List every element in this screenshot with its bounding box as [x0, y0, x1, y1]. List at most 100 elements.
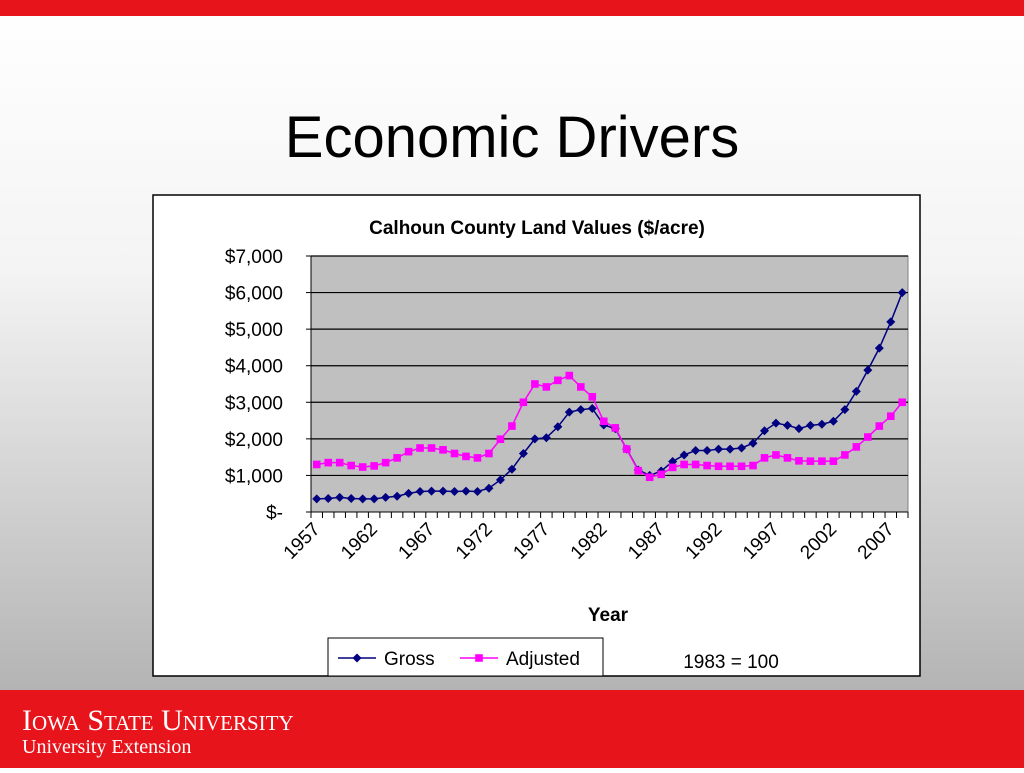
legend-marker [475, 654, 483, 662]
data-point [782, 420, 792, 430]
data-point [404, 488, 414, 498]
data-point [393, 454, 401, 462]
data-point [680, 460, 688, 469]
footer-unit: University Extension [22, 736, 191, 758]
data-point [484, 483, 494, 493]
series-line [316, 292, 903, 500]
data-point [805, 420, 815, 430]
data-point [897, 288, 907, 298]
y-tick-label: $4,000 [225, 357, 283, 378]
data-point [634, 466, 643, 475]
data-point [840, 405, 850, 415]
chart-title: Calhoun County Land Values ($/acre) [369, 218, 705, 239]
data-point [553, 422, 563, 432]
top-band [0, 0, 1024, 16]
data-point [381, 492, 391, 502]
data-point [564, 407, 574, 417]
data-point [369, 494, 379, 504]
data-point [691, 460, 700, 469]
data-point [726, 462, 734, 471]
data-point [749, 461, 757, 470]
data-point [587, 404, 597, 414]
data-point [565, 371, 574, 380]
data-point [450, 487, 460, 497]
data-point [312, 460, 321, 469]
data-point [611, 424, 620, 432]
data-point [347, 461, 355, 470]
data-point [530, 434, 540, 444]
y-tick-label: $- [266, 503, 283, 524]
data-point [795, 457, 803, 465]
data-point [783, 454, 792, 462]
data-point [404, 447, 413, 456]
y-tick-label: $7,000 [225, 247, 283, 268]
data-point [817, 419, 827, 429]
annotation: 1983 = 100 [683, 652, 779, 673]
x-axis-title: Year [588, 605, 629, 626]
footer-band [0, 690, 1024, 768]
data-point [829, 457, 838, 465]
data-point [312, 494, 322, 504]
y-tick-label: $3,000 [225, 393, 283, 414]
data-point [370, 462, 378, 470]
data-point [576, 383, 585, 391]
data-point [450, 449, 459, 458]
data-point [508, 422, 516, 430]
data-point [645, 473, 654, 482]
data-point [358, 463, 367, 471]
data-point [495, 475, 505, 485]
data-point [771, 418, 781, 428]
data-point [485, 449, 493, 458]
data-point [576, 405, 586, 415]
data-point [828, 416, 838, 426]
legend-marker [352, 653, 362, 663]
slide-title: Economic Drivers [285, 105, 739, 170]
data-point [898, 398, 907, 407]
data-point [622, 445, 631, 453]
data-point [518, 448, 528, 458]
data-point [714, 462, 723, 471]
footer-name: Iowa State University [22, 704, 294, 737]
data-point [806, 457, 815, 465]
data-point [679, 450, 689, 460]
data-point [737, 462, 746, 471]
legend-label: Gross [384, 649, 435, 670]
data-point [472, 487, 482, 497]
data-point [875, 422, 884, 430]
data-point [461, 486, 471, 496]
data-point [874, 343, 884, 353]
y-tick-label: $5,000 [225, 320, 283, 341]
data-point [748, 438, 758, 448]
plot-area [310, 255, 909, 513]
data-point [702, 446, 712, 456]
data-point [691, 446, 701, 456]
data-point [599, 417, 608, 426]
data-point [588, 393, 597, 401]
data-point [886, 317, 896, 327]
data-point [335, 492, 345, 502]
data-point [864, 433, 872, 441]
y-tick-label: $6,000 [225, 284, 283, 305]
data-point [335, 458, 344, 467]
data-point [427, 444, 436, 452]
data-point [358, 494, 368, 504]
data-point [462, 452, 470, 461]
data-point [416, 444, 424, 452]
data-point [794, 424, 804, 434]
data-point [542, 383, 551, 391]
legend [327, 637, 604, 677]
data-point [415, 487, 425, 497]
data-point [346, 493, 356, 503]
data-point [496, 435, 505, 444]
data-point [668, 463, 677, 472]
data-point [818, 457, 826, 465]
data-point [473, 454, 482, 462]
data-point [381, 458, 390, 467]
data-point [657, 470, 665, 479]
data-point [725, 444, 735, 454]
data-point [323, 493, 333, 503]
data-point [519, 398, 528, 407]
data-point [851, 386, 861, 396]
y-tick-label: $1,000 [225, 466, 283, 487]
